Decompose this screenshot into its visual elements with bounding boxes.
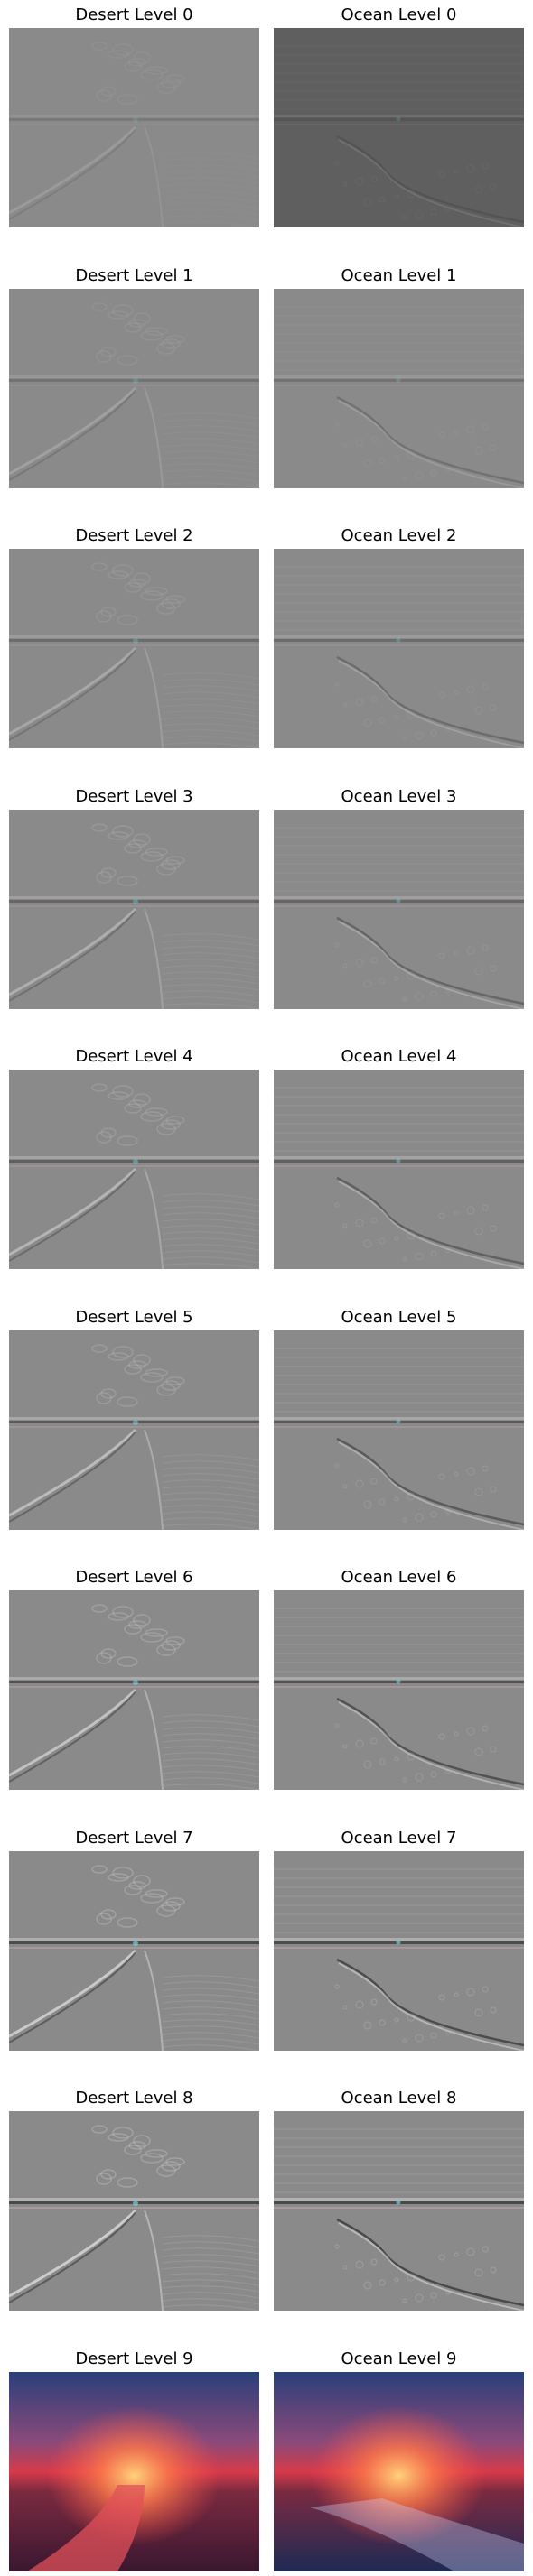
desert-level-3-panel: Desert Level 3 bbox=[9, 787, 259, 1009]
ocean-level-3-panel: Ocean Level 3 bbox=[274, 787, 524, 1009]
panel-title: Ocean Level 3 bbox=[341, 786, 457, 806]
desert-level-4-image bbox=[9, 1070, 259, 1269]
desert-level-7-panel: Desert Level 7 bbox=[9, 1829, 259, 2051]
panel-title: Desert Level 0 bbox=[75, 5, 193, 24]
panel-title: Desert Level 8 bbox=[75, 2089, 193, 2108]
panel-title: Ocean Level 1 bbox=[341, 265, 457, 285]
panel-title: Ocean Level 4 bbox=[341, 1047, 457, 1066]
ocean-level-4-image bbox=[274, 1070, 524, 1269]
desert-level-5-image bbox=[9, 1330, 259, 1530]
desert-level-7-image bbox=[9, 1850, 259, 2051]
desert-level-3-image bbox=[9, 809, 259, 1009]
ocean-level-9-panel: Ocean Level 9 bbox=[274, 2349, 524, 2571]
ocean-level-6-panel: Ocean Level 6 bbox=[274, 1568, 524, 1790]
panel-title: Ocean Level 5 bbox=[341, 1307, 457, 1327]
panel-title: Ocean Level 7 bbox=[341, 1828, 457, 1848]
panel-title: Ocean Level 8 bbox=[341, 2089, 457, 2108]
desert-level-1-image bbox=[9, 288, 259, 488]
panel-title: Desert Level 1 bbox=[75, 265, 193, 285]
desert-level-6-image bbox=[9, 1590, 259, 1790]
panel-title: Desert Level 2 bbox=[75, 526, 193, 545]
panel-title: Desert Level 7 bbox=[75, 1828, 193, 1848]
desert-level-0-image bbox=[9, 28, 259, 227]
ocean-level-8-panel: Ocean Level 8 bbox=[274, 2089, 524, 2311]
ocean-level-1-image bbox=[274, 288, 524, 488]
panel-title: Desert Level 3 bbox=[75, 786, 193, 806]
desert-level-5-panel: Desert Level 5 bbox=[9, 1308, 259, 1530]
panel-title: Desert Level 5 bbox=[75, 1307, 193, 1327]
ocean-level-7-image bbox=[274, 1850, 524, 2051]
desert-level-1-panel: Desert Level 1 bbox=[9, 266, 259, 488]
ocean-level-3-image bbox=[274, 809, 524, 1009]
desert-level-0-panel: Desert Level 0 bbox=[9, 5, 259, 227]
ocean-level-0-panel: Ocean Level 0 bbox=[274, 5, 524, 227]
panel-title: Desert Level 6 bbox=[75, 1568, 193, 1587]
ocean-level-7-panel: Ocean Level 7 bbox=[274, 1829, 524, 2051]
ocean-level-8-image bbox=[274, 2111, 524, 2311]
panel-title: Ocean Level 2 bbox=[341, 526, 457, 545]
ocean-level-6-image bbox=[274, 1590, 524, 1790]
desert-level-8-panel: Desert Level 8 bbox=[9, 2089, 259, 2311]
panel-title: Ocean Level 0 bbox=[341, 5, 457, 24]
desert-level-2-image bbox=[9, 549, 259, 748]
desert-level-2-panel: Desert Level 2 bbox=[9, 526, 259, 748]
desert-level-9-panel: Desert Level 9 bbox=[9, 2349, 259, 2571]
ocean-level-2-image bbox=[274, 549, 524, 748]
panel-title: Desert Level 4 bbox=[75, 1047, 193, 1066]
panel-title: Ocean Level 9 bbox=[341, 2349, 457, 2368]
ocean-level-2-panel: Ocean Level 2 bbox=[274, 526, 524, 748]
ocean-level-1-panel: Ocean Level 1 bbox=[274, 266, 524, 488]
ocean-level-9-image bbox=[274, 2371, 524, 2571]
ocean-level-5-panel: Ocean Level 5 bbox=[274, 1308, 524, 1530]
desert-level-8-image bbox=[9, 2111, 259, 2311]
desert-level-6-panel: Desert Level 6 bbox=[9, 1568, 259, 1790]
ocean-level-5-image bbox=[274, 1330, 524, 1530]
panel-title: Ocean Level 6 bbox=[341, 1568, 457, 1587]
ocean-level-4-panel: Ocean Level 4 bbox=[274, 1047, 524, 1269]
panel-title: Desert Level 9 bbox=[75, 2349, 193, 2368]
ocean-level-0-image bbox=[274, 28, 524, 227]
desert-level-9-image bbox=[9, 2371, 259, 2571]
desert-level-4-panel: Desert Level 4 bbox=[9, 1047, 259, 1269]
